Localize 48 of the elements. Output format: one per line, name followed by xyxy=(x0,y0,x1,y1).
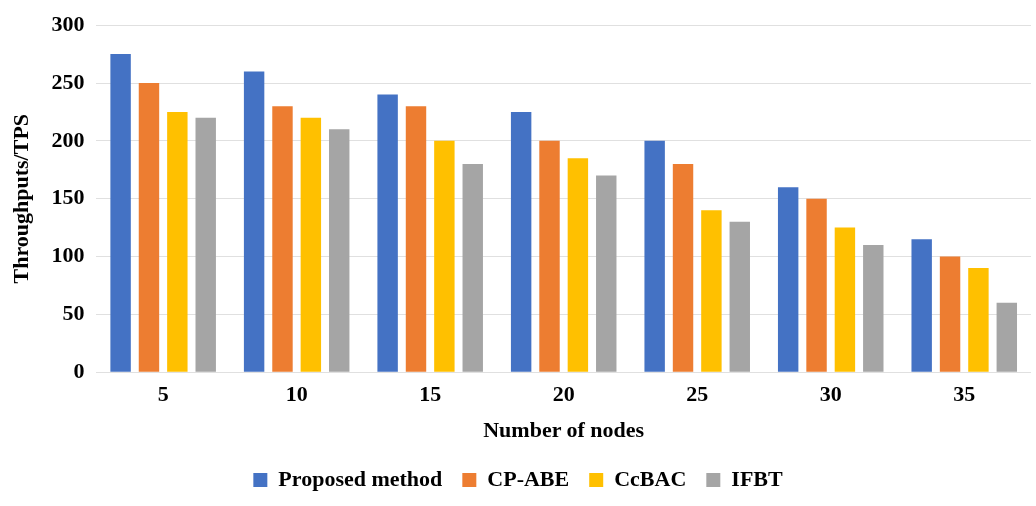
bar xyxy=(405,106,427,372)
x-tick-label: 15 xyxy=(419,381,442,407)
x-tick-label: 25 xyxy=(686,381,709,407)
bar xyxy=(138,83,160,372)
bar xyxy=(968,268,989,372)
bar xyxy=(510,111,532,372)
bar xyxy=(110,54,131,372)
bar xyxy=(806,198,827,372)
bar xyxy=(567,158,589,372)
legend-label: CP-ABE xyxy=(487,465,570,491)
bar xyxy=(272,106,293,372)
y-axis-title: Throughputs/TPS xyxy=(7,113,33,284)
bar xyxy=(243,71,265,372)
y-tick-label: 300 xyxy=(51,10,85,36)
legend-label: IFBT xyxy=(731,465,783,491)
bar xyxy=(863,244,884,372)
y-tick-label: 150 xyxy=(51,184,85,210)
bar xyxy=(539,140,560,372)
bar xyxy=(701,210,722,372)
x-tick-label: 5 xyxy=(157,381,169,407)
bar xyxy=(644,140,665,372)
bar xyxy=(434,140,455,372)
bar xyxy=(300,117,322,372)
y-tick-label: 100 xyxy=(51,242,85,268)
y-tick-label: 200 xyxy=(51,126,85,152)
x-tick-label: 35 xyxy=(953,381,976,407)
legend-label: CcBAC xyxy=(614,465,687,491)
bar xyxy=(596,175,617,372)
bar xyxy=(729,221,750,372)
bar xyxy=(167,111,188,372)
bar xyxy=(939,256,961,372)
x-tick-label: 30 xyxy=(819,381,842,407)
x-axis-title: Number of nodes xyxy=(483,417,645,443)
bar xyxy=(672,164,694,372)
bar xyxy=(462,164,483,372)
x-tick-label: 20 xyxy=(552,381,575,407)
bar xyxy=(996,302,1018,372)
bar xyxy=(911,239,932,372)
y-tick-label: 250 xyxy=(51,68,85,94)
bar xyxy=(195,117,216,372)
y-tick-label: 0 xyxy=(73,357,85,383)
x-tick-label: 10 xyxy=(285,381,308,407)
bar xyxy=(777,187,799,372)
legend-label: Proposed method xyxy=(278,465,443,491)
y-tick-label: 50 xyxy=(62,300,85,326)
bar xyxy=(834,227,856,372)
bar xyxy=(329,129,350,372)
bar xyxy=(377,94,398,372)
